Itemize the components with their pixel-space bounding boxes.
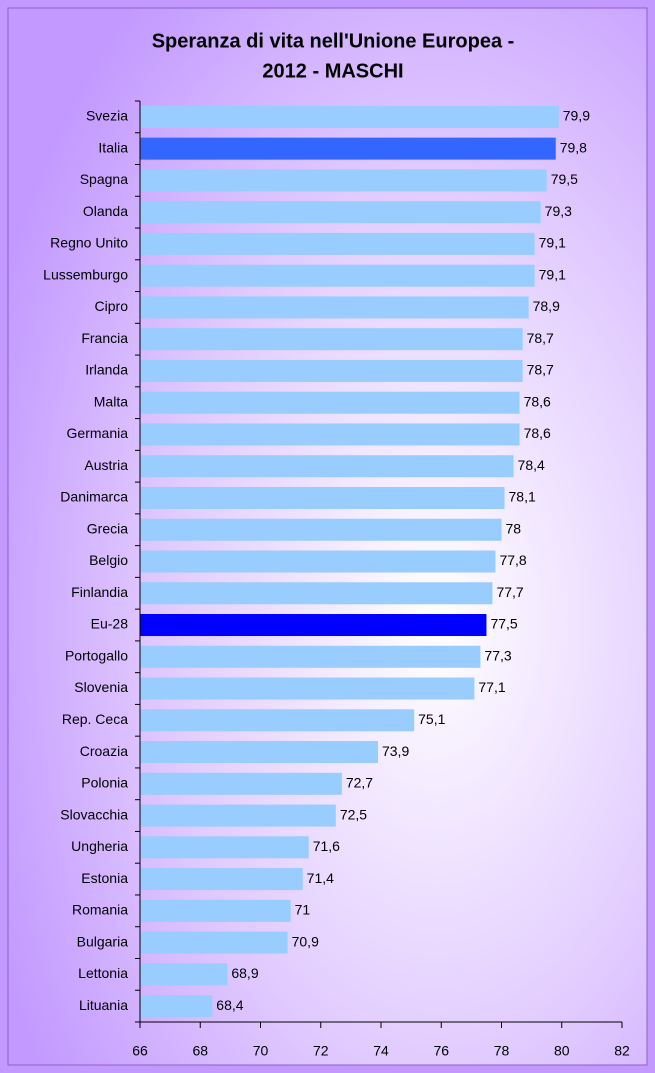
data-label: 78,9 <box>533 298 560 314</box>
data-label: 79,9 <box>563 108 590 124</box>
data-label: 78 <box>506 520 522 536</box>
data-label: 77,7 <box>496 584 523 600</box>
bar <box>140 264 535 287</box>
data-label: 79,1 <box>539 266 566 282</box>
data-label: 68,9 <box>231 965 258 981</box>
data-label: 79,1 <box>539 235 566 251</box>
data-label: 71,6 <box>313 838 340 854</box>
x-tick-label: 66 <box>132 1043 148 1059</box>
bar <box>140 995 213 1018</box>
data-label: 78,7 <box>527 330 554 346</box>
y-tick-label: Lituania <box>79 997 128 1013</box>
x-tick-label: 76 <box>433 1043 449 1059</box>
data-label: 68,4 <box>216 997 243 1013</box>
y-tick-label: Germania <box>67 425 129 441</box>
data-label: 72,5 <box>340 806 367 822</box>
data-label: 73,9 <box>382 743 409 759</box>
data-label: 71,4 <box>307 870 334 886</box>
bar <box>140 645 481 668</box>
y-tick-label: Italia <box>98 139 128 155</box>
x-tick-label: 70 <box>253 1043 269 1059</box>
data-label: 79,8 <box>560 139 587 155</box>
y-tick-label: Olanda <box>83 203 128 219</box>
data-label: 77,3 <box>484 647 511 663</box>
data-label: 78,1 <box>509 489 536 505</box>
y-tick-label: Malta <box>94 393 128 409</box>
data-label: 70,9 <box>292 933 319 949</box>
bar <box>140 391 520 414</box>
bar <box>140 963 228 986</box>
bar <box>140 137 556 160</box>
data-label: 79,5 <box>551 171 578 187</box>
y-tick-label: Polonia <box>81 775 128 791</box>
chart-title: Speranza di vita nell'Unione Europea - <box>152 30 515 52</box>
bar <box>140 359 523 382</box>
bar <box>140 899 291 922</box>
data-label: 72,7 <box>346 775 373 791</box>
bar <box>140 296 529 319</box>
data-label: 79,3 <box>545 203 572 219</box>
bar <box>140 201 541 224</box>
bar <box>140 836 309 859</box>
data-label: 77,5 <box>490 616 517 632</box>
bar <box>140 455 514 478</box>
bar <box>140 169 547 192</box>
y-tick-label: Svezia <box>86 108 128 124</box>
y-tick-label: Spagna <box>80 171 128 187</box>
data-label: 78,6 <box>524 393 551 409</box>
y-tick-label: Eu-28 <box>91 616 129 632</box>
y-tick-label: Lussemburgo <box>43 266 128 282</box>
y-tick-label: Francia <box>81 330 128 346</box>
data-label: 78,6 <box>524 425 551 441</box>
bar <box>140 709 415 732</box>
x-tick-label: 72 <box>313 1043 329 1059</box>
x-tick-label: 68 <box>192 1043 208 1059</box>
bar <box>140 328 523 351</box>
bar <box>140 772 342 795</box>
y-tick-label: Slovacchia <box>60 806 128 822</box>
bar <box>140 550 496 573</box>
y-tick-label: Estonia <box>81 870 128 886</box>
data-label: 77,8 <box>499 552 526 568</box>
y-tick-label: Irlanda <box>85 362 128 378</box>
bar <box>140 232 535 255</box>
x-tick-label: 80 <box>554 1043 570 1059</box>
y-tick-label: Bulgaria <box>77 933 129 949</box>
y-tick-label: Regno Unito <box>50 235 128 251</box>
data-label: 78,4 <box>518 457 545 473</box>
bar <box>140 518 502 541</box>
y-tick-label: Romania <box>72 902 128 918</box>
y-tick-label: Slovenia <box>74 679 128 695</box>
bar <box>140 423 520 446</box>
x-tick-label: 82 <box>614 1043 630 1059</box>
y-tick-label: Grecia <box>87 520 128 536</box>
data-label: 75,1 <box>418 711 445 727</box>
y-tick-label: Portogallo <box>65 647 128 663</box>
y-tick-label: Danimarca <box>60 489 128 505</box>
y-tick-label: Finlandia <box>71 584 128 600</box>
bar <box>140 868 303 891</box>
x-tick-label: 74 <box>373 1043 389 1059</box>
bar <box>140 582 493 605</box>
y-tick-label: Croazia <box>80 743 128 759</box>
data-label: 71 <box>295 902 311 918</box>
data-label: 78,7 <box>527 362 554 378</box>
y-tick-label: Lettonia <box>78 965 128 981</box>
bar <box>140 741 378 764</box>
chart-title: 2012 - MASCHI <box>262 60 403 82</box>
y-tick-label: Ungheria <box>71 838 128 854</box>
bar <box>140 486 505 509</box>
y-tick-label: Rep. Ceca <box>62 711 128 727</box>
y-tick-label: Belgio <box>89 552 128 568</box>
y-tick-label: Austria <box>84 457 128 473</box>
bar <box>140 804 336 827</box>
bar <box>140 105 559 128</box>
bar <box>140 931 288 954</box>
x-tick-label: 78 <box>494 1043 510 1059</box>
y-tick-label: Cipro <box>95 298 129 314</box>
bar <box>140 677 475 700</box>
bar <box>140 614 487 637</box>
data-label: 77,1 <box>478 679 505 695</box>
